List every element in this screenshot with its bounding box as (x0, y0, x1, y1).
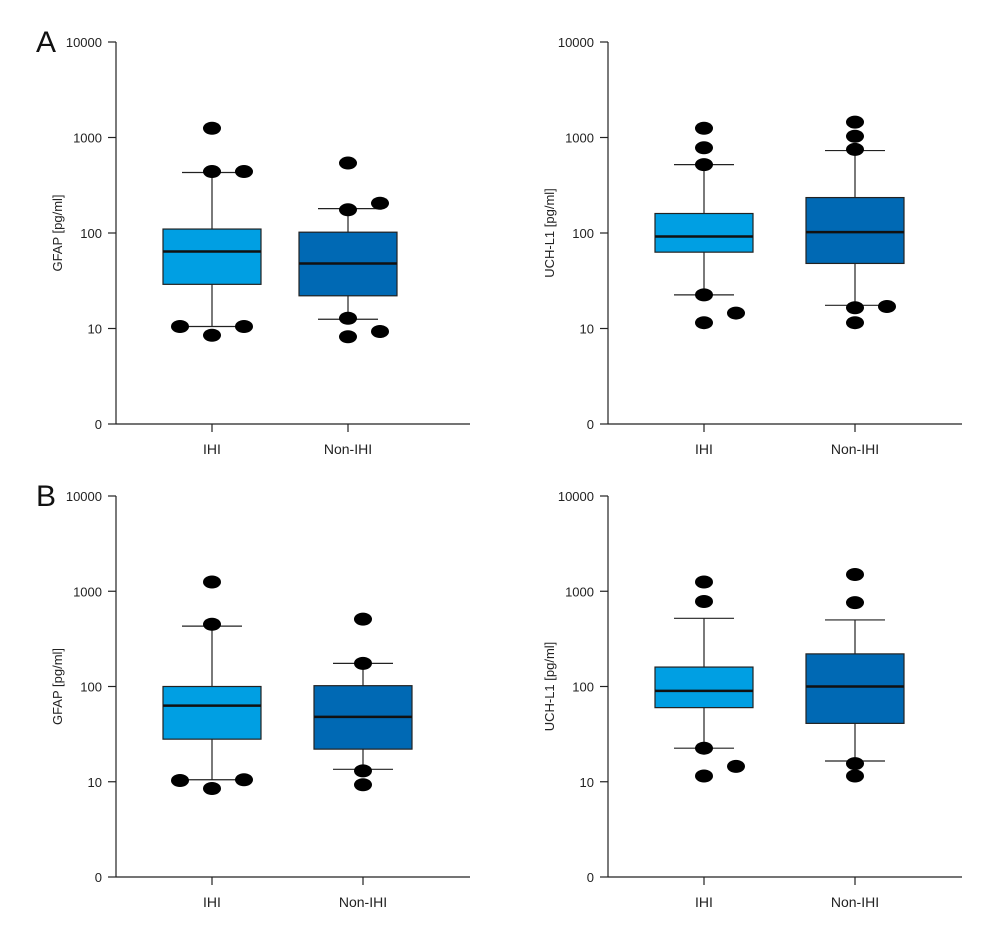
y-tick-label: 0 (95, 417, 102, 432)
outlier-point (695, 288, 713, 302)
x-category-label: Non-IHI (831, 894, 879, 910)
outlier-point (846, 129, 864, 143)
y-tick-label: 1000 (73, 584, 102, 599)
box-ihi (654, 666, 754, 709)
outlier-point (846, 115, 864, 129)
outlier-point (339, 203, 357, 217)
outlier-point (354, 778, 372, 792)
box-non-ihi (805, 196, 905, 265)
y-tick-label: 100 (572, 226, 594, 241)
outlier-point (846, 596, 864, 610)
outlier-point (846, 757, 864, 771)
y-tick-label: 10000 (558, 35, 594, 50)
outlier-point (171, 774, 189, 788)
y-tick-label: 10000 (66, 35, 102, 50)
y-tick-label: 1000 (565, 584, 594, 599)
box-ihi (162, 685, 262, 740)
outlier-point (203, 328, 221, 342)
x-category-label: Non-IHI (831, 441, 879, 457)
x-category-label: IHI (695, 894, 713, 910)
outlier-point (339, 330, 357, 344)
outlier-point (203, 121, 221, 135)
outlier-point (203, 575, 221, 589)
x-category-label: Non-IHI (339, 894, 387, 910)
box-ihi (162, 228, 262, 285)
panel-a-uchl1: 0 10 100 1000 10000 UCH-L1 [pg/ml] IHI Non-IHI (542, 35, 962, 457)
outlier-point (371, 325, 389, 339)
outlier-point (339, 156, 357, 170)
outlier-point (354, 612, 372, 626)
outlier-point (235, 773, 253, 787)
y-tick-label: 1000 (73, 131, 102, 146)
outlier-point (695, 158, 713, 172)
outlier-point (235, 319, 253, 333)
outlier-point (203, 165, 221, 179)
outlier-point (354, 764, 372, 778)
outlier-point (727, 759, 745, 773)
y-tick-label: 10 (580, 775, 594, 790)
panel-a-gfap: A 0 10 100 1000 10000 GFAP [pg/ml] IHI Non-IHI (36, 26, 470, 457)
y-tick-label: 100 (80, 680, 102, 695)
outlier-point (727, 306, 745, 320)
outlier-point (695, 141, 713, 155)
outlier-point (371, 196, 389, 210)
panel-letter: A (36, 26, 56, 59)
y-tick-label: 100 (80, 226, 102, 241)
y-tick-label: 1000 (565, 131, 594, 146)
y-tick-label: 0 (95, 870, 102, 885)
panel-b-gfap: B 0 10 100 1000 10000 GFAP [pg/ml] IHI Non-IHI (36, 480, 470, 910)
outlier-point (846, 142, 864, 156)
outlier-point (695, 769, 713, 783)
y-tick-label: 100 (572, 680, 594, 695)
outlier-point (695, 595, 713, 609)
outlier-point (846, 567, 864, 581)
x-category-label: Non-IHI (324, 441, 372, 457)
y-tick-label: 10 (88, 775, 102, 790)
outlier-point (339, 311, 357, 325)
outlier-point (695, 316, 713, 330)
panel-letter: B (36, 480, 56, 513)
box-non-ihi (805, 653, 905, 724)
outlier-point (203, 781, 221, 795)
x-category-label: IHI (695, 441, 713, 457)
panel-b-uchl1: 0 10 100 1000 10000 UCH-L1 [pg/ml] IHI Non-IHI (542, 489, 962, 910)
outlier-point (695, 121, 713, 135)
y-axis-title: UCH-L1 [pg/ml] (542, 642, 557, 732)
x-category-label: IHI (203, 894, 221, 910)
outlier-point (695, 741, 713, 755)
outlier-point (846, 316, 864, 330)
x-category-label: IHI (203, 441, 221, 457)
y-axis-title: UCH-L1 [pg/ml] (542, 188, 557, 278)
y-tick-label: 10 (88, 322, 102, 337)
outlier-point (878, 299, 896, 313)
y-tick-label: 0 (587, 870, 594, 885)
y-axis-title: GFAP [pg/ml] (50, 648, 65, 725)
outlier-point (203, 617, 221, 631)
y-tick-label: 10000 (558, 489, 594, 504)
y-axis-title: GFAP [pg/ml] (50, 194, 65, 271)
outlier-point (846, 301, 864, 315)
outlier-point (695, 575, 713, 589)
y-tick-label: 10 (580, 322, 594, 337)
y-tick-label: 0 (587, 417, 594, 432)
outlier-point (235, 165, 253, 179)
y-tick-label: 10000 (66, 489, 102, 504)
outlier-point (846, 769, 864, 783)
outlier-point (354, 656, 372, 670)
box-ihi (654, 212, 754, 253)
outlier-point (171, 319, 189, 333)
